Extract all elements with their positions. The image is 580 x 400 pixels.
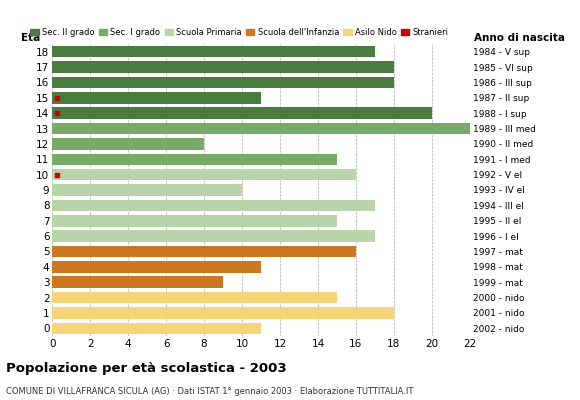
Bar [52,230,375,242]
Bar [52,200,375,211]
Bar [52,261,261,273]
Bar [52,154,337,165]
Text: Età: Età [21,32,40,42]
Bar [52,169,356,180]
Bar [52,322,261,334]
Bar [52,61,394,73]
Bar [52,46,375,58]
Bar [52,92,261,104]
Text: COMUNE DI VILLAFRANCA SICULA (AG) · Dati ISTAT 1° gennaio 2003 · Elaborazione TU: COMUNE DI VILLAFRANCA SICULA (AG) · Dati… [6,387,413,396]
Bar [52,215,337,226]
Bar [52,276,223,288]
Bar [52,77,394,88]
Text: Popolazione per età scolastica - 2003: Popolazione per età scolastica - 2003 [6,362,287,375]
Bar [52,307,394,319]
Bar [52,292,337,303]
Text: Anno di nascita: Anno di nascita [474,32,565,42]
Bar [52,138,204,150]
Bar [52,246,356,257]
Bar [52,184,242,196]
Legend: Sec. II grado, Sec. I grado, Scuola Primaria, Scuola dell'Infanzia, Asilo Nido, : Sec. II grado, Sec. I grado, Scuola Prim… [27,25,452,40]
Bar [52,123,470,134]
Bar [52,107,432,119]
